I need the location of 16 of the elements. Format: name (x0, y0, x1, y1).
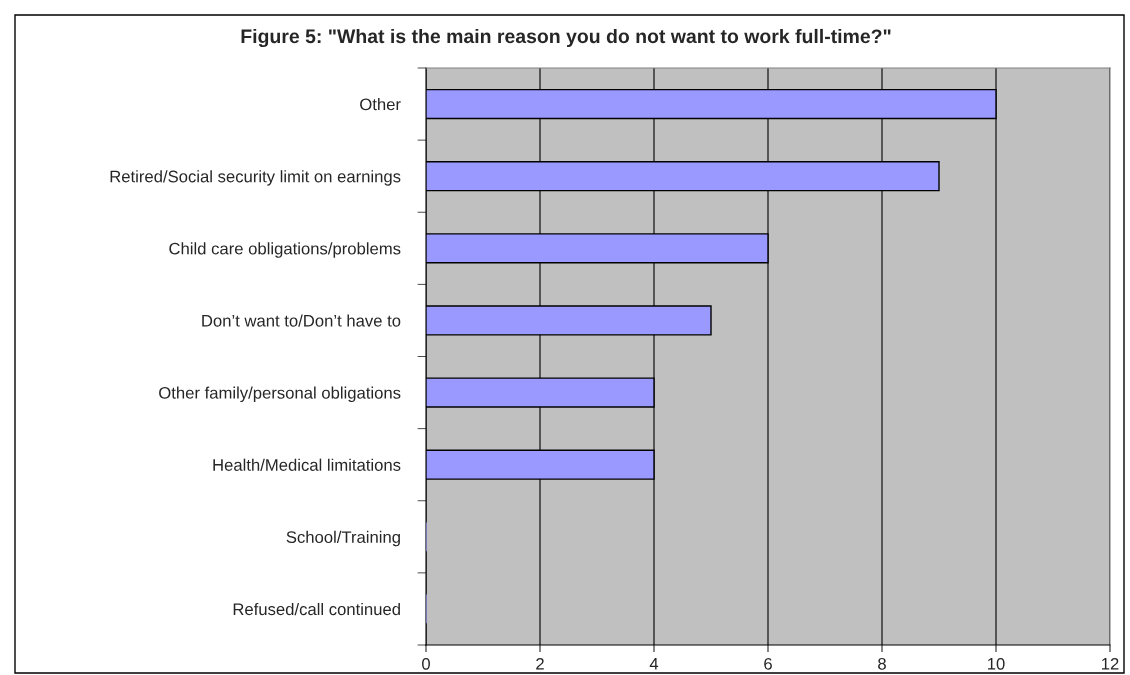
y-tick-label: Other family/personal obligations (159, 386, 401, 403)
y-tick-label: Don’t want to/Don’t have to (202, 314, 401, 327)
y-tick-label: School/Training (286, 530, 400, 547)
x-tick-label: 12 (1102, 657, 1119, 670)
x-tick-label: 6 (764, 657, 772, 670)
x-tick-label: 4 (649, 658, 659, 670)
x-tick-label: 10 (988, 657, 1005, 670)
y-tick-label: Retired/Social security limit on earnings (110, 170, 401, 186)
y-tick-label: Health/Medical limitations (213, 458, 401, 471)
x-tick-label: 2 (536, 657, 544, 670)
chart-title: Figure 5: "What is the main reason you do not want to work full-time?" (241, 28, 891, 48)
y-tick-label: Other (360, 98, 401, 111)
x-tick-label: 0 (422, 657, 430, 670)
y-tick-label: Refused/call continued (233, 602, 400, 616)
x-tick-label: 8 (878, 657, 886, 670)
y-tick-label: Child care obligations/problems (169, 242, 401, 258)
